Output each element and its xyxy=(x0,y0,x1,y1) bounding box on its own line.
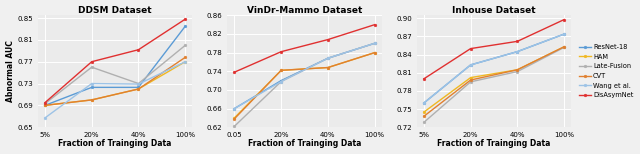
Line: ResNet-18: ResNet-18 xyxy=(233,42,376,110)
Late-Fusion xyxy=(560,47,568,48)
Line: HAM: HAM xyxy=(422,45,566,113)
Line: HAM: HAM xyxy=(44,60,187,107)
HAM xyxy=(41,104,49,106)
Wang et al. xyxy=(277,81,285,82)
HAM xyxy=(181,61,189,63)
Title: DDSM Dataset: DDSM Dataset xyxy=(78,6,152,15)
Y-axis label: Abnormal AUC: Abnormal AUC xyxy=(6,40,15,102)
Wang et al. xyxy=(467,64,474,66)
Late-Fusion xyxy=(181,44,189,46)
Line: Wang et al.: Wang et al. xyxy=(422,33,566,104)
Late-Fusion xyxy=(277,81,285,82)
HAM xyxy=(324,67,332,69)
Late-Fusion xyxy=(420,122,428,123)
CVT xyxy=(181,56,189,58)
CVT xyxy=(371,52,378,54)
ResNet-18 xyxy=(467,64,474,66)
Late-Fusion xyxy=(513,71,521,73)
ResNet-18 xyxy=(560,33,568,35)
Wang et al. xyxy=(230,108,238,109)
Line: CVT: CVT xyxy=(422,45,566,118)
DisAsymNet xyxy=(134,49,142,51)
CVT xyxy=(324,67,332,69)
Line: Wang et al.: Wang et al. xyxy=(44,60,187,119)
CVT xyxy=(513,69,521,71)
Late-Fusion xyxy=(371,42,378,44)
Wang et al. xyxy=(324,57,332,59)
DisAsymNet xyxy=(41,102,49,103)
Wang et al. xyxy=(88,83,95,84)
HAM xyxy=(560,46,568,48)
HAM xyxy=(277,69,285,71)
Late-Fusion xyxy=(467,81,474,83)
Wang et al. xyxy=(560,33,568,35)
DisAsymNet xyxy=(560,19,568,20)
Wang et al. xyxy=(420,102,428,104)
HAM xyxy=(230,117,238,119)
HAM xyxy=(513,69,521,71)
ResNet-18 xyxy=(41,104,49,106)
DisAsymNet xyxy=(371,24,378,26)
DisAsymNet xyxy=(324,39,332,41)
ResNet-18 xyxy=(230,108,238,109)
DisAsymNet xyxy=(420,78,428,80)
Line: HAM: HAM xyxy=(233,51,376,119)
Line: CVT: CVT xyxy=(44,56,187,107)
Late-Fusion xyxy=(88,66,95,68)
DisAsymNet xyxy=(88,61,95,63)
HAM xyxy=(134,88,142,90)
HAM xyxy=(420,111,428,113)
CVT xyxy=(230,118,238,120)
Wang et al. xyxy=(181,61,189,63)
ResNet-18 xyxy=(181,25,189,27)
CVT xyxy=(560,46,568,48)
ResNet-18 xyxy=(420,102,428,104)
DisAsymNet xyxy=(230,71,238,73)
CVT xyxy=(467,79,474,81)
DisAsymNet xyxy=(277,51,285,53)
Line: Wang et al.: Wang et al. xyxy=(233,42,376,110)
ResNet-18 xyxy=(324,57,332,59)
ResNet-18 xyxy=(513,51,521,53)
X-axis label: Fraction of Trainging Data: Fraction of Trainging Data xyxy=(248,139,361,148)
CVT xyxy=(88,99,95,101)
Late-Fusion xyxy=(230,125,238,127)
HAM xyxy=(467,77,474,79)
Wang et al. xyxy=(41,117,49,119)
Wang et al. xyxy=(134,83,142,85)
DisAsymNet xyxy=(467,48,474,50)
ResNet-18 xyxy=(277,80,285,81)
CVT xyxy=(420,115,428,117)
Legend: ResNet-18, HAM, Late-Fusion, CVT, Wang et al., DisAsymNet: ResNet-18, HAM, Late-Fusion, CVT, Wang e… xyxy=(577,43,635,100)
ResNet-18 xyxy=(88,86,95,88)
Wang et al. xyxy=(513,51,521,53)
Line: CVT: CVT xyxy=(233,51,376,120)
HAM xyxy=(88,99,95,101)
Line: DisAsymNet: DisAsymNet xyxy=(44,18,187,104)
Late-Fusion xyxy=(41,103,49,105)
Line: ResNet-18: ResNet-18 xyxy=(44,25,187,107)
DisAsymNet xyxy=(181,18,189,20)
DisAsymNet xyxy=(513,40,521,42)
HAM xyxy=(371,52,378,54)
CVT xyxy=(41,104,49,106)
CVT xyxy=(134,88,142,90)
X-axis label: Fraction of Trainging Data: Fraction of Trainging Data xyxy=(437,139,550,148)
Late-Fusion xyxy=(324,57,332,59)
Title: Inhouse Dataset: Inhouse Dataset xyxy=(452,6,536,15)
Line: DisAsymNet: DisAsymNet xyxy=(233,23,376,74)
ResNet-18 xyxy=(371,42,378,44)
Line: ResNet-18: ResNet-18 xyxy=(422,33,566,104)
CVT xyxy=(277,69,285,71)
Late-Fusion xyxy=(134,83,142,84)
Line: Late-Fusion: Late-Fusion xyxy=(44,44,187,105)
Line: Late-Fusion: Late-Fusion xyxy=(422,46,566,124)
Title: VinDr-Mammo Dataset: VinDr-Mammo Dataset xyxy=(247,6,362,15)
Wang et al. xyxy=(371,42,378,44)
ResNet-18 xyxy=(134,86,142,88)
Line: DisAsymNet: DisAsymNet xyxy=(422,18,566,80)
X-axis label: Fraction of Trainging Data: Fraction of Trainging Data xyxy=(58,139,172,148)
Line: Late-Fusion: Late-Fusion xyxy=(233,42,376,128)
